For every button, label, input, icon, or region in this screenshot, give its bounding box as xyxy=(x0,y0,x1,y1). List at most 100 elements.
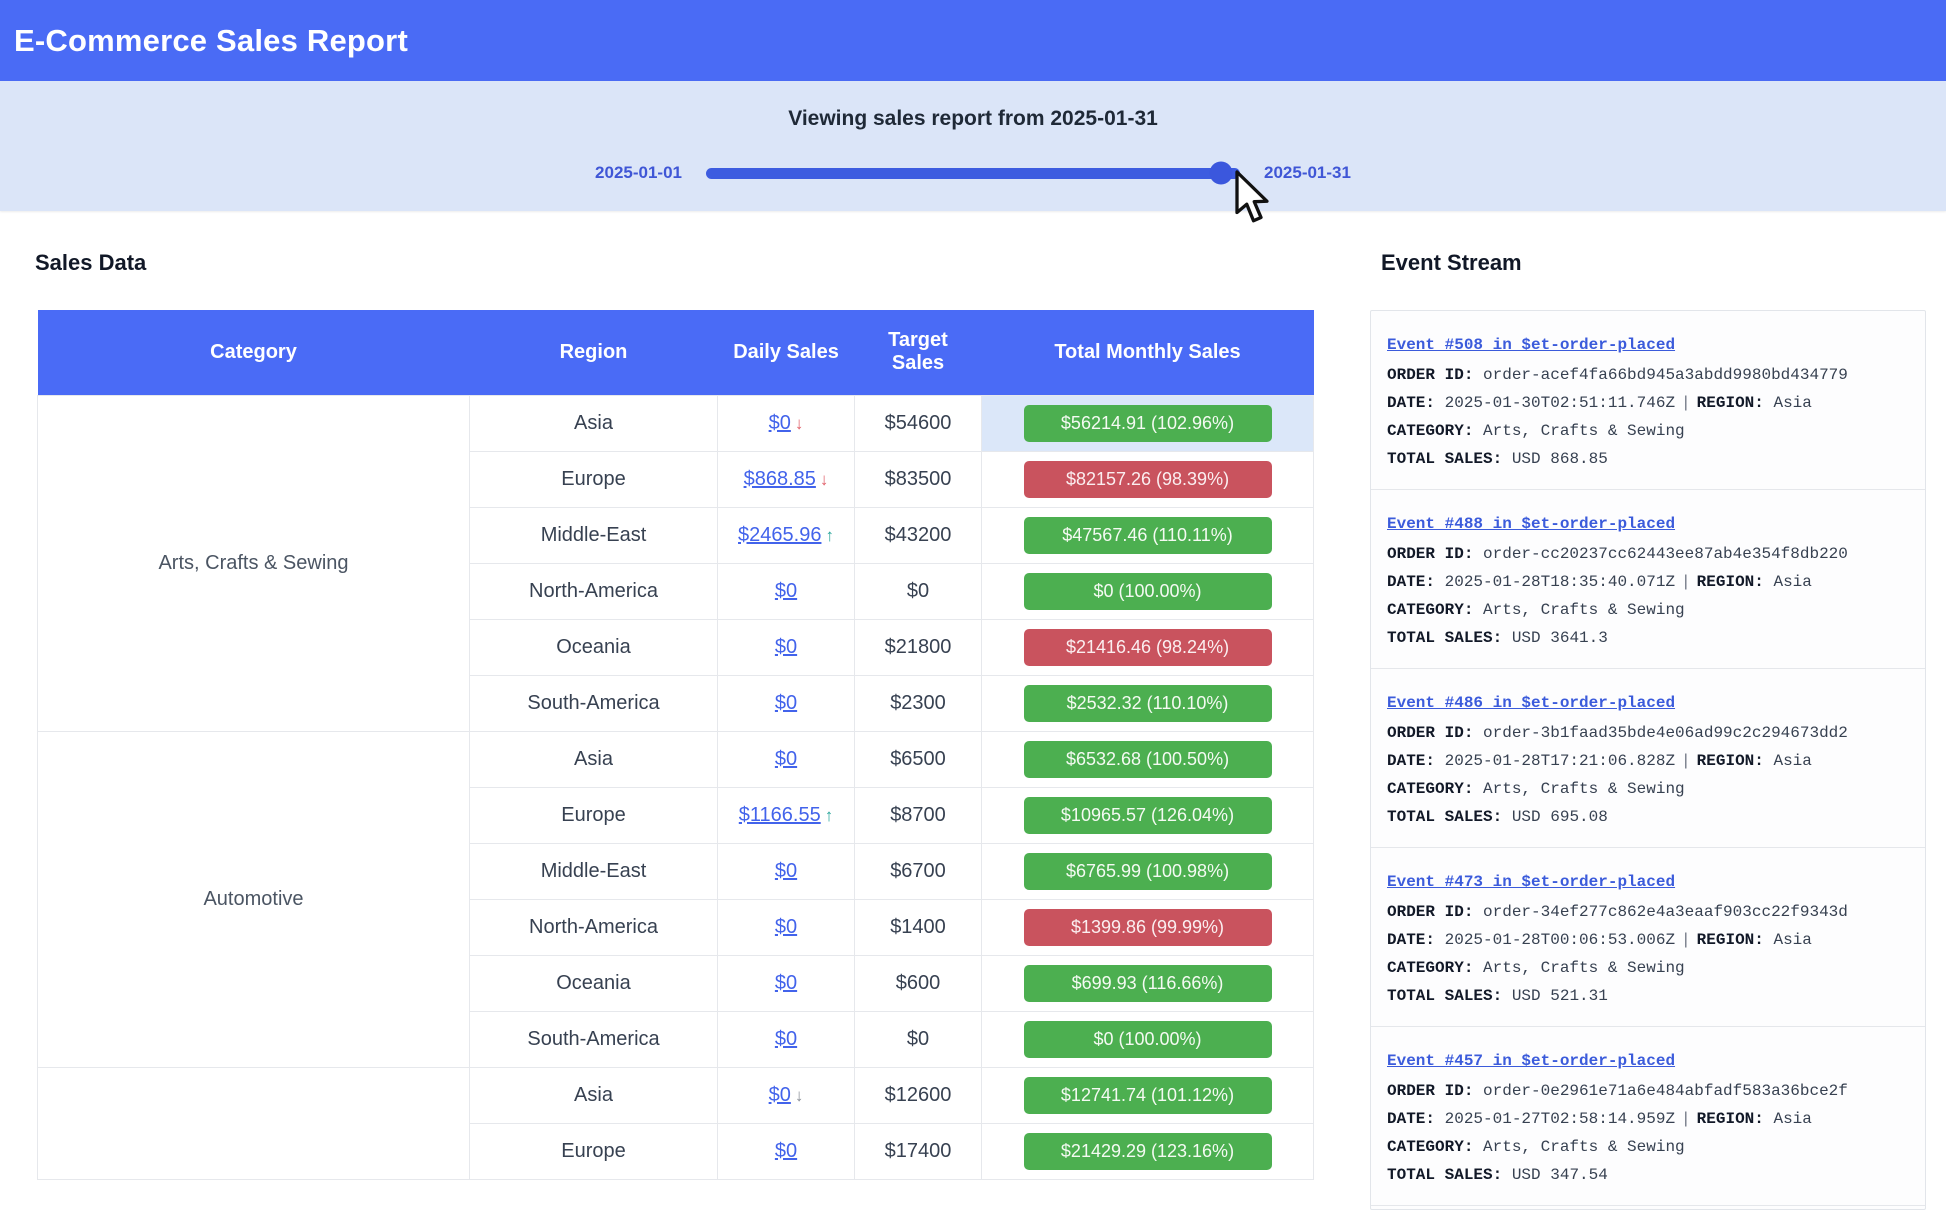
table-row: Middle-East $2465.96 ↑ $43200 $47567.46 (110… xyxy=(38,506,1314,564)
column-header-total-monthly-sales: Total Monthly Sales xyxy=(981,310,1314,395)
table-row: South-America $0 $0 $0 (100.00%) xyxy=(38,1010,1314,1068)
daily-sales-link[interactable]: $1166.55 xyxy=(738,803,821,826)
event-separator: | xyxy=(1681,573,1691,591)
daily-sales-cell: $0 xyxy=(717,562,855,620)
total-monthly-sales-cell: $82157.26 (98.39%) xyxy=(981,450,1314,508)
daily-sales-link[interactable]: $2465.96 xyxy=(738,523,822,546)
event-item: Event #473 in $et-order-placed ORDER ID: … xyxy=(1371,848,1925,1027)
table-row: North-America $0 $0 $0 (100.00%) xyxy=(38,562,1314,620)
total-monthly-sales-cell: $56214.91 (102.96%) xyxy=(981,394,1314,452)
event-date-value: 2025-01-27T02:58:14.959Z xyxy=(1444,1110,1676,1128)
event-order-id-label: ORDER ID: xyxy=(1387,366,1484,384)
region-cell: Oceania xyxy=(469,954,718,1012)
total-monthly-sales-cell: $2532.32 (110.10%) xyxy=(981,674,1314,732)
event-title-link[interactable]: Event #508 in $et-order-placed xyxy=(1387,336,1676,354)
column-header-region: Region xyxy=(469,310,718,395)
sales-badge-green: $6765.99 (100.98%) xyxy=(1023,852,1272,890)
region-cell: Middle-East xyxy=(469,506,718,564)
total-monthly-sales-cell: $699.93 (116.66%) xyxy=(981,954,1314,1012)
event-date-value: 2025-01-28T00:06:53.006Z xyxy=(1444,931,1676,949)
target-sales-cell: $1400 xyxy=(854,898,982,956)
sales-badge-green: $10965.57 (126.04%) xyxy=(1023,796,1272,834)
event-title-link[interactable]: Event #488 in $et-order-placed xyxy=(1387,515,1676,533)
column-header-target-sales: Target Sales xyxy=(854,310,982,395)
daily-sales-cell: $0 ↓ xyxy=(717,394,855,452)
daily-sales-link[interactable]: $0 xyxy=(774,747,798,770)
daily-sales-cell: $0 xyxy=(717,1122,855,1180)
daily-sales-cell: $0 xyxy=(717,842,855,900)
category-cell: Automotive xyxy=(37,730,470,1068)
daily-sales-link[interactable]: $0 xyxy=(774,1139,798,1162)
event-category-value: Arts, Crafts & Sewing xyxy=(1483,601,1685,619)
event-date-value: 2025-01-30T02:51:11.746Z xyxy=(1444,394,1676,412)
event-category-value: Arts, Crafts & Sewing xyxy=(1483,780,1685,798)
sales-badge-green: $0 (100.00%) xyxy=(1023,572,1272,610)
trend-down-icon: ↓ xyxy=(794,413,804,433)
table-row: Arts, Crafts & Sewing Asia $0 ↓ $54600 $56214… xyxy=(37,394,1314,732)
region-cell: Asia xyxy=(469,1066,718,1124)
event-region-label: REGION: xyxy=(1696,573,1774,591)
event-title-link[interactable]: Event #457 in $et-order-placed xyxy=(1387,1052,1676,1070)
daily-sales-link[interactable]: $0 xyxy=(774,579,798,602)
event-region-label: REGION: xyxy=(1696,752,1774,770)
target-sales-cell: $8700 xyxy=(854,786,982,844)
event-total-sales-value: USD 347.54 xyxy=(1511,1166,1608,1184)
event-separator: | xyxy=(1681,394,1691,412)
column-header-daily-sales: Daily Sales xyxy=(717,310,855,395)
slider-handle[interactable] xyxy=(1209,161,1233,185)
event-total-sales-value: USD 695.08 xyxy=(1511,808,1608,826)
event-total-sales-value: USD 868.85 xyxy=(1511,450,1608,468)
table-row: Oceania $0 $600 $699.93 (116.66%) xyxy=(38,954,1314,1012)
table-row: Asia $0 ↓ $12600 $12741.74 (101.12%) xyxy=(37,1066,1314,1180)
date-slider-section: Viewing sales report from 2025-01-31 202… xyxy=(0,81,1946,211)
slider-status-text: Viewing sales report from 2025-01-31 xyxy=(788,107,1158,130)
event-order-id-label: ORDER ID: xyxy=(1387,545,1484,563)
event-order-id-label: ORDER ID: xyxy=(1387,903,1484,921)
event-title-link[interactable]: Event #473 in $et-order-placed xyxy=(1387,873,1676,891)
sales-badge-green: $699.93 (116.66%) xyxy=(1023,964,1272,1002)
event-total-sales-value: USD 521.31 xyxy=(1511,987,1608,1005)
event-stream-heading: Event Stream xyxy=(1381,250,1522,275)
sales-badge-green: $0 (100.00%) xyxy=(1023,1020,1272,1058)
daily-sales-link[interactable]: $0 xyxy=(768,1083,791,1106)
event-title-link[interactable]: Event #486 in $et-order-placed xyxy=(1387,694,1676,712)
daily-sales-link[interactable]: $0 xyxy=(774,635,798,658)
daily-sales-link[interactable]: $0 xyxy=(774,691,798,714)
event-category-label: CATEGORY: xyxy=(1387,959,1484,977)
event-category-value: Arts, Crafts & Sewing xyxy=(1483,959,1685,977)
table-row: Automotive Asia $0 $6500 $6532.68 (100.50%) xyxy=(37,730,1314,1068)
trend-down-icon: ↓ xyxy=(794,1085,804,1105)
sales-badge-green: $47567.46 (110.11%) xyxy=(1023,516,1272,554)
daily-sales-link[interactable]: $0 xyxy=(774,915,798,938)
sales-badge-red: $21416.46 (98.24%) xyxy=(1023,628,1272,666)
target-sales-cell: $21800 xyxy=(854,618,982,676)
daily-sales-link[interactable]: $0 xyxy=(774,971,798,994)
event-order-id-value: order-34ef277c862e4a3eaaf903cc22f9343d xyxy=(1483,903,1848,921)
event-date-value: 2025-01-28T17:21:06.828Z xyxy=(1444,752,1676,770)
event-region-value: Asia xyxy=(1773,573,1812,591)
daily-sales-link[interactable]: $0 xyxy=(774,1027,798,1050)
event-category-value: Arts, Crafts & Sewing xyxy=(1483,1138,1685,1156)
target-sales-cell: $54600 xyxy=(854,394,982,452)
total-monthly-sales-cell: $0 (100.00%) xyxy=(981,1010,1314,1068)
daily-sales-cell: $0 ↓ xyxy=(717,1066,855,1124)
daily-sales-link[interactable]: $868.85 xyxy=(743,467,816,490)
target-sales-cell: $0 xyxy=(854,1010,982,1068)
event-order-id-value: order-0e2961e71a6e484abfadf583a36bce2f xyxy=(1483,1082,1848,1100)
daily-sales-cell: $1166.55 ↑ xyxy=(717,786,855,844)
sales-badge-green: $21429.29 (123.16%) xyxy=(1023,1132,1272,1170)
daily-sales-link[interactable]: $0 xyxy=(768,411,791,434)
region-cell: Europe xyxy=(469,786,718,844)
event-order-id-value: order-cc20237cc62443ee87ab4e354f8db220 xyxy=(1483,545,1848,563)
event-category-label: CATEGORY: xyxy=(1387,422,1484,440)
region-cell: Middle-East xyxy=(469,842,718,900)
event-total-sales-label: TOTAL SALES: xyxy=(1387,1166,1512,1184)
event-date-label: DATE: xyxy=(1387,573,1445,591)
trend-up-icon: ↑ xyxy=(824,805,834,825)
total-monthly-sales-cell: $21429.29 (123.16%) xyxy=(981,1122,1314,1180)
category-cell xyxy=(37,1066,470,1180)
date-range-slider[interactable] xyxy=(706,161,1240,185)
daily-sales-cell: $0 xyxy=(717,898,855,956)
daily-sales-link[interactable]: $0 xyxy=(774,859,798,882)
